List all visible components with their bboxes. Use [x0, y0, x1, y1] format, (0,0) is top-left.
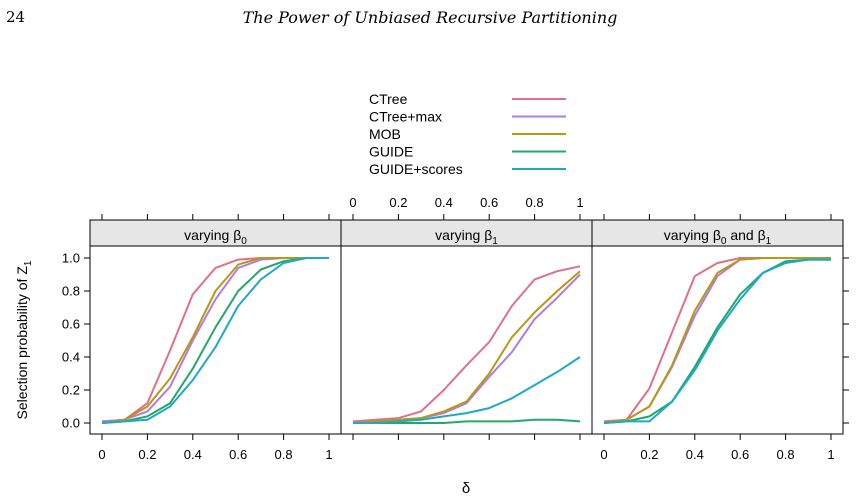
strip-label: varying β1: [435, 227, 498, 247]
series-line-guide: [353, 418, 581, 424]
series-line-guide: [101, 257, 329, 424]
x-tick-label: 0.4: [686, 447, 704, 462]
legend-label: MOB: [369, 126, 401, 142]
legend-label: CTree: [369, 91, 408, 107]
x-tick-label-top: 0: [349, 195, 356, 210]
axes: 0.0 0.2 0.4 0.6 0.8 1.0 0 0 0 0.2 0.2 0.2 0.4 0.4 0.4 0…: [14, 195, 849, 497]
x-tick-label-top: 0.2: [389, 195, 407, 210]
panel-2: varying β1: [340, 219, 593, 435]
panel-strip: [591, 219, 844, 247]
y-tick-label: 1.0: [62, 251, 80, 266]
strip-label-subscript-2: 1: [766, 236, 772, 247]
series-line-mob: [352, 270, 581, 424]
legend-item: GUIDE: [369, 144, 566, 160]
legend-item: CTree+max: [369, 109, 566, 125]
panel-frame: [591, 245, 844, 435]
legend-item: CTree: [369, 91, 566, 107]
page-number: 24: [6, 8, 26, 26]
legend-item: GUIDE+scores: [369, 161, 566, 177]
legend-label: GUIDE: [369, 144, 413, 160]
x-tick-label: 0.2: [640, 447, 658, 462]
series-line-guide-scores: [353, 356, 581, 424]
strip-label: varying β0 and β1: [664, 227, 772, 247]
y-axis-title: Selection probability of Z1: [14, 260, 34, 419]
series-line-ctree: [101, 257, 329, 423]
series-line-mob: [101, 257, 329, 424]
page-header: 24 The Power of Unbiased Recursive Parti…: [0, 0, 860, 40]
series-line-ctree-max: [101, 257, 329, 423]
strip-label-subscript: 1: [492, 236, 498, 247]
strip-label-text: varying β: [664, 227, 721, 243]
x-axis-title: δ: [462, 480, 470, 497]
y-tick-label: 0.8: [62, 284, 80, 299]
x-tick-label: 0.4: [184, 447, 202, 462]
x-tick-label-top: 0.6: [480, 195, 498, 210]
series-line-mob: [603, 257, 831, 424]
y-tick-label: 0.4: [62, 350, 80, 365]
strip-label: varying β0: [184, 227, 247, 247]
series-line-guide: [603, 258, 831, 424]
x-tick-label-top: 0.8: [526, 195, 544, 210]
series-line-ctree: [352, 265, 581, 423]
x-tick-label: 0: [600, 447, 607, 462]
running-title: The Power of Unbiased Recursive Partitio…: [242, 8, 618, 27]
y-axis-title-text: Selection probability of Z: [14, 266, 30, 420]
panel-1: varying β0: [89, 219, 342, 435]
strip-label-subscript: 0: [721, 236, 727, 247]
x-tick-label: 0: [98, 447, 105, 462]
x-tick-label: 0.6: [229, 447, 247, 462]
panels: varying β0 varying β1 varying β0 and β1: [89, 219, 844, 435]
y-axis-title-subscript: 1: [23, 260, 34, 266]
panel-frame: [89, 245, 342, 435]
x-tick-label-top: 1: [576, 195, 583, 210]
legend-item: MOB: [369, 126, 566, 142]
strip-label-subscript: 0: [241, 236, 247, 247]
y-tick-label: 0.2: [62, 383, 80, 398]
series-line-guide-scores: [603, 258, 831, 424]
panel-frame: [340, 245, 593, 435]
series-line-guide-scores: [101, 257, 329, 424]
strip-label-text: varying β: [184, 227, 241, 243]
x-tick-label: 1: [325, 447, 332, 462]
x-tick-label: 1: [827, 447, 834, 462]
y-tick-label: 0.6: [62, 317, 80, 332]
x-tick-label-top: 0.4: [435, 195, 453, 210]
x-tick-label: 0.6: [731, 447, 749, 462]
x-tick-label: 0.8: [275, 447, 293, 462]
legend-label: CTree+max: [369, 109, 442, 125]
x-tick-label: 0.2: [138, 447, 156, 462]
x-tick-label: 0.8: [777, 447, 795, 462]
strip-label-text: varying β: [435, 227, 492, 243]
strip-label-text-2: and β: [726, 227, 765, 243]
series-line-ctree: [603, 257, 831, 423]
series-line-ctree-max: [603, 257, 831, 424]
y-tick-label: 0.0: [62, 416, 80, 431]
panel-3: varying β0 and β1: [591, 219, 844, 435]
legend-label: GUIDE+scores: [369, 161, 463, 177]
